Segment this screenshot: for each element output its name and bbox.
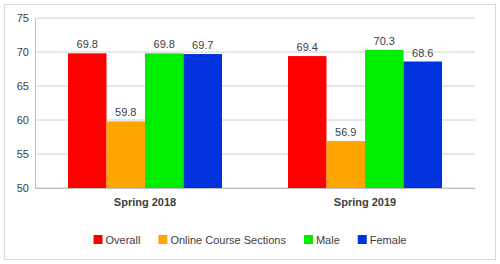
- x-tick-label: Spring 2019: [334, 196, 396, 208]
- x-tick: Spring 2018: [114, 188, 176, 208]
- y-axis: 50 55 60 65 70 75: [17, 12, 36, 194]
- x-tick: Spring 2019: [334, 188, 396, 208]
- bar: [107, 121, 146, 188]
- bar: [327, 141, 366, 188]
- data-label: 69.7: [192, 39, 213, 51]
- y-tick-label: 60: [17, 114, 29, 126]
- y-tick-label: 75: [17, 12, 29, 24]
- data-label: 69.8: [77, 38, 98, 50]
- y-tick-label: 55: [17, 148, 29, 160]
- x-axis-line: [36, 188, 476, 189]
- legend-swatch: [158, 235, 167, 244]
- legend-item: Online Course Sections: [158, 234, 286, 246]
- grid-line: [35, 52, 475, 53]
- y-tick: 55: [17, 148, 35, 160]
- bar: [184, 54, 223, 188]
- y-tick: 70: [17, 46, 35, 58]
- data-labels: 69.8 59.8 69.8 69.7 69.4 56.9 70.3 68.6: [77, 35, 434, 138]
- y-tick: 75: [17, 12, 35, 24]
- y-tick-label: 70: [17, 46, 29, 58]
- data-label: 70.3: [374, 35, 395, 47]
- y-axis-line: [35, 19, 36, 189]
- y-tick-label: 65: [17, 80, 29, 92]
- legend-item: Overall: [94, 234, 141, 246]
- data-label: 56.9: [335, 126, 356, 138]
- bar: [365, 50, 404, 188]
- y-tick: 65: [17, 80, 35, 92]
- x-axis: Spring 2018 Spring 2019: [36, 188, 476, 208]
- bar: [68, 53, 107, 188]
- grid: [35, 18, 475, 188]
- bar: [288, 56, 327, 188]
- x-tick-label: Spring 2018: [114, 196, 176, 208]
- data-label: 68.6: [412, 47, 433, 59]
- bars: [68, 50, 442, 188]
- data-label: 59.8: [115, 106, 136, 118]
- legend-label: Male: [316, 234, 340, 246]
- y-tick-label: 50: [17, 182, 29, 194]
- data-label: 69.8: [154, 38, 175, 50]
- y-tick: 60: [17, 114, 35, 126]
- grid-line: [35, 18, 475, 19]
- legend-label: Overall: [106, 234, 141, 246]
- data-label: 69.4: [297, 41, 318, 53]
- legend-item: Female: [358, 234, 407, 246]
- chart: 50 55 60 65 70 75 Spring 2018 Spring 2019 69.8 59…: [0, 0, 500, 264]
- legend-label: Online Course Sections: [170, 234, 286, 246]
- plot: 50 55 60 65 70 75 Spring 2018 Spring 2019 69.8 59…: [17, 12, 476, 208]
- legend-swatch: [304, 235, 313, 244]
- y-tick: 50: [17, 182, 35, 194]
- legend: Overall Online Course Sections Male Female: [94, 234, 407, 246]
- legend-item: Male: [304, 234, 340, 246]
- legend-swatch: [94, 235, 103, 244]
- chart-border: [5, 5, 496, 260]
- bar: [404, 62, 443, 188]
- legend-swatch: [358, 235, 367, 244]
- legend-label: Female: [370, 234, 407, 246]
- bar: [145, 53, 184, 188]
